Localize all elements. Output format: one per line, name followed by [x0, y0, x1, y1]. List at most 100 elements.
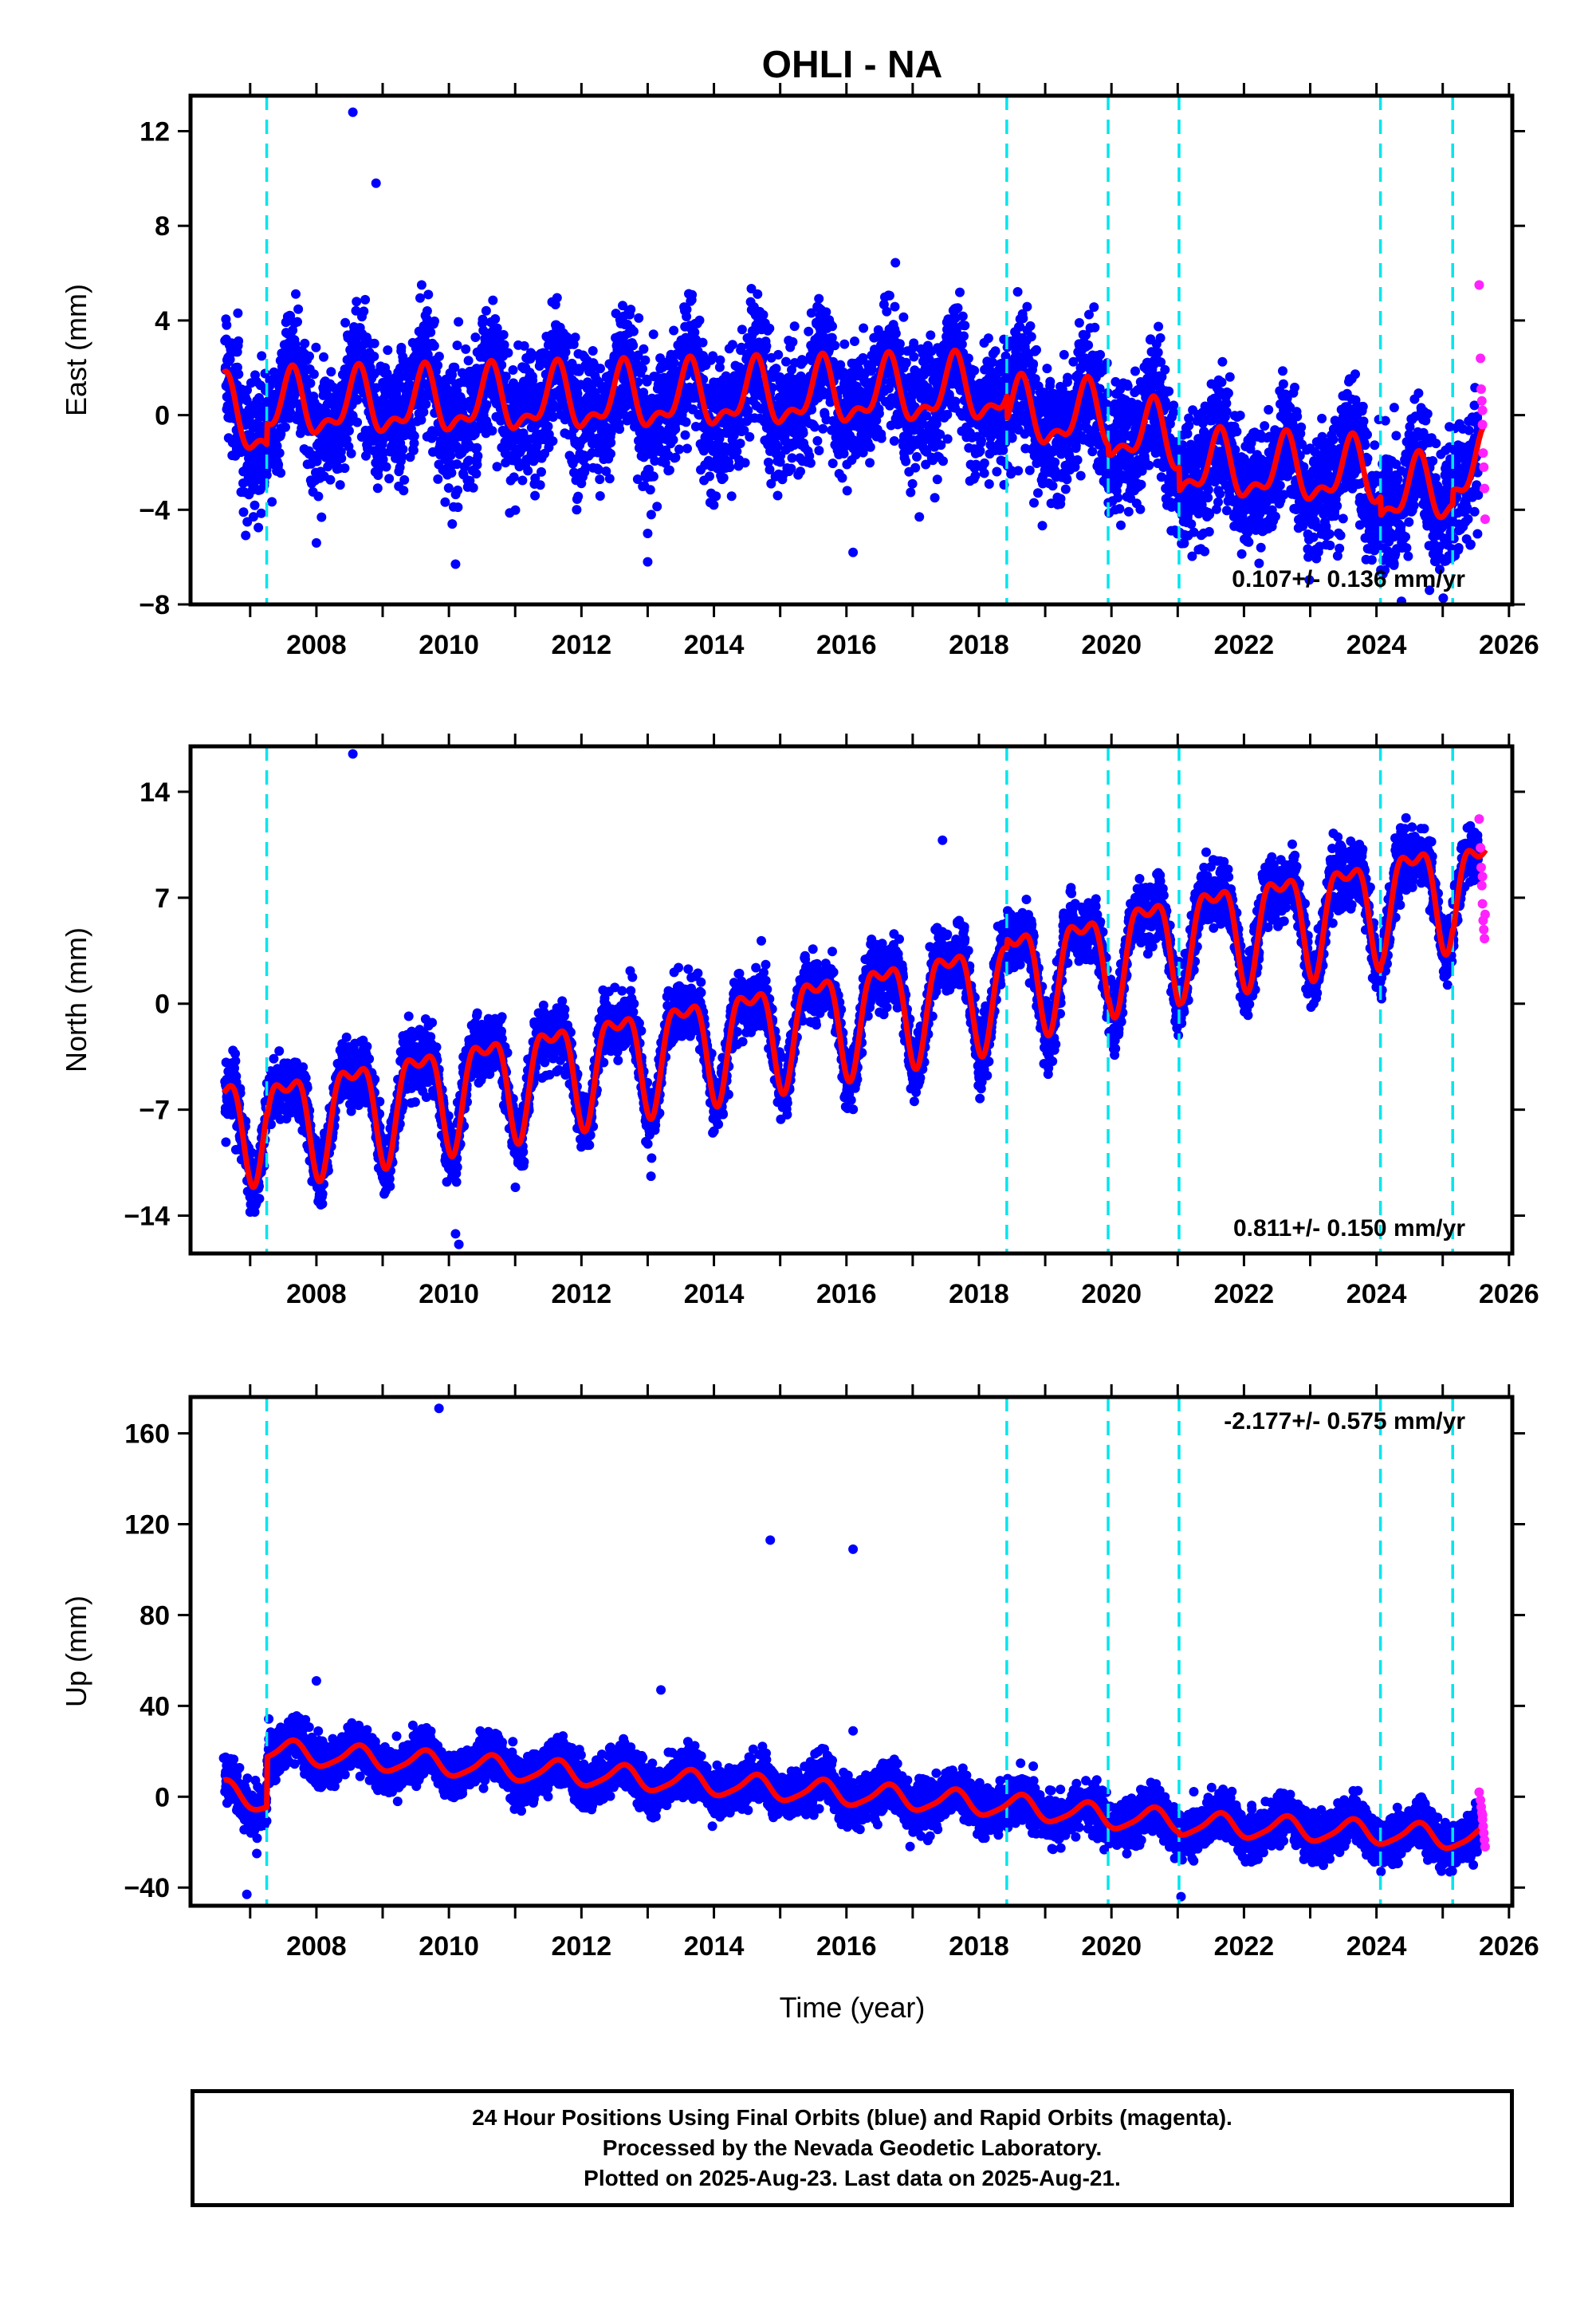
- final-orbit-point: [416, 280, 427, 290]
- final-orbit-point: [540, 348, 550, 359]
- final-orbit-point: [267, 497, 277, 507]
- final-orbit-point: [1130, 366, 1140, 376]
- final-orbit-point: [472, 459, 482, 470]
- final-orbit-point: [537, 466, 546, 477]
- final-orbit-point: [360, 294, 371, 305]
- final-orbit-point: [957, 339, 967, 349]
- final-orbit-point: [1060, 484, 1071, 494]
- final-orbit-point: [372, 483, 383, 494]
- final-orbit-point: [429, 340, 439, 351]
- final-orbit-point: [1050, 457, 1060, 467]
- final-orbit-point: [361, 451, 371, 461]
- final-orbit-point: [426, 327, 436, 337]
- final-orbit-point: [378, 455, 388, 465]
- final-orbit-point: [452, 459, 462, 470]
- final-orbit-point: [1113, 493, 1123, 503]
- final-orbit-point: [827, 321, 837, 332]
- final-orbit-point: [725, 462, 735, 473]
- final-orbit-point: [745, 431, 755, 442]
- final-orbit-point: [1089, 302, 1099, 313]
- final-orbit-point: [234, 336, 244, 346]
- final-orbit-point: [648, 329, 658, 340]
- final-orbit-point: [250, 500, 260, 510]
- final-orbit-point: [242, 396, 252, 406]
- final-orbit-point: [669, 325, 679, 336]
- final-orbit-point: [984, 479, 994, 489]
- final-orbit-point: [687, 289, 698, 300]
- chart-title: OHLI - NA: [762, 44, 943, 86]
- final-orbit-point: [548, 412, 558, 422]
- final-orbit-point: [715, 355, 725, 365]
- final-orbit-point: [907, 478, 918, 489]
- final-orbit-point: [1116, 520, 1126, 530]
- final-orbit-point: [503, 348, 513, 358]
- final-orbit-point: [305, 378, 316, 388]
- final-orbit-point: [798, 428, 808, 439]
- final-orbit-point: [979, 468, 989, 478]
- final-orbit-point: [680, 430, 690, 440]
- final-orbit-point: [398, 444, 408, 455]
- final-orbit-point: [670, 452, 681, 462]
- final-orbit-point: [1062, 474, 1072, 485]
- final-orbit-point: [694, 315, 705, 325]
- final-orbit-point: [369, 352, 379, 361]
- final-orbit-point: [421, 399, 431, 409]
- final-orbit-point: [1024, 465, 1035, 475]
- final-orbit-point: [1026, 332, 1036, 342]
- final-orbit-point: [335, 480, 345, 490]
- final-orbit-point: [543, 421, 553, 431]
- final-orbit-point: [837, 473, 847, 483]
- final-orbit-point: [1055, 494, 1066, 504]
- final-orbit-point: [409, 438, 419, 448]
- final-orbit-point: [737, 325, 747, 335]
- final-orbit-point: [291, 289, 301, 299]
- final-orbit-point: [256, 508, 266, 518]
- final-orbit-point: [615, 424, 625, 435]
- final-orbit-point: [254, 522, 264, 533]
- final-orbit-point: [463, 356, 474, 366]
- final-orbit-point: [430, 316, 439, 326]
- final-orbit-point: [1048, 481, 1058, 491]
- final-orbit-point: [601, 466, 611, 476]
- final-orbit-point: [548, 436, 558, 447]
- final-orbit-point: [1013, 466, 1024, 476]
- final-orbit-point: [882, 306, 892, 317]
- final-orbit-point: [681, 417, 691, 427]
- final-orbit-point: [812, 435, 823, 446]
- final-orbit-point: [827, 458, 838, 469]
- final-orbit-point: [753, 289, 763, 299]
- final-orbit-point: [443, 483, 454, 493]
- final-orbit-point: [340, 463, 350, 474]
- final-orbit-point: [572, 505, 582, 515]
- final-orbit-point: [233, 308, 243, 318]
- final-orbit-point: [1090, 322, 1100, 333]
- final-orbit-point: [906, 487, 916, 498]
- final-orbit-point: [397, 451, 407, 462]
- final-orbit-point: [1012, 287, 1023, 297]
- final-orbit-point: [523, 466, 533, 476]
- final-orbit-point: [1018, 313, 1028, 324]
- final-orbit-point: [464, 455, 474, 466]
- final-orbit-point: [423, 289, 434, 300]
- final-orbit-point: [1155, 333, 1166, 343]
- final-orbit-point: [352, 297, 362, 307]
- final-orbit-point: [1028, 359, 1039, 369]
- final-orbit-point: [735, 439, 745, 449]
- final-orbit-point: [1059, 349, 1069, 360]
- final-orbit-point: [446, 468, 457, 478]
- final-orbit-point: [926, 330, 936, 340]
- final-orbit-point: [1042, 364, 1052, 374]
- final-orbit-point: [884, 290, 894, 301]
- final-orbit-point: [1164, 386, 1174, 396]
- final-orbit-point: [442, 383, 451, 393]
- final-orbit-point: [645, 485, 655, 495]
- final-orbit-point: [859, 323, 869, 333]
- final-orbit-point: [668, 435, 678, 445]
- final-orbit-point: [285, 407, 295, 417]
- final-orbit-point: [1037, 521, 1048, 531]
- final-orbit-point: [618, 301, 627, 311]
- final-orbit-point: [709, 500, 719, 510]
- final-orbit-point: [626, 305, 636, 315]
- final-orbit-point: [1136, 479, 1146, 490]
- final-orbit-point: [772, 490, 783, 501]
